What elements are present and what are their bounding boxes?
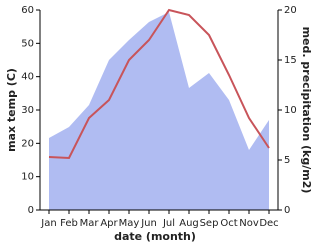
x-tick-label: Aug xyxy=(179,218,199,229)
x-tick-label: Dec xyxy=(259,218,278,229)
x-tick-label: Jun xyxy=(140,218,157,229)
y2-tick-label: 5 xyxy=(284,155,290,166)
y-tick-label: 30 xyxy=(21,105,34,116)
y-tick-label: 0 xyxy=(28,205,34,216)
temp-line xyxy=(48,8,270,160)
y2-tick-label: 10 xyxy=(284,105,297,116)
y-tick-label: 50 xyxy=(21,38,34,49)
x-tick-label: Jul xyxy=(162,218,175,229)
y-tick-label: 60 xyxy=(21,5,34,16)
precipitation-area xyxy=(49,12,269,210)
x-tick-label: Nov xyxy=(239,218,259,229)
y2-tick-label: 0 xyxy=(284,205,290,216)
x-tick-label: Feb xyxy=(60,218,78,229)
y-axis-label: max temp (C) xyxy=(5,68,18,152)
x-tick-label: May xyxy=(119,218,140,229)
x-tick-label: Sep xyxy=(200,218,219,229)
y2-tick-label: 15 xyxy=(284,55,297,66)
y-tick-label: 40 xyxy=(21,72,34,83)
x-tick-label: Mar xyxy=(80,218,100,229)
y2-tick-label: 20 xyxy=(284,5,297,16)
x-axis-label: date (month) xyxy=(114,230,196,243)
x-tick-label: Jan xyxy=(40,218,56,229)
x-tick-label: Apr xyxy=(100,218,118,229)
y-tick-label: 20 xyxy=(21,138,34,149)
y2-axis-label: med. precipitation (kg/m2) xyxy=(300,27,313,194)
y-tick-label: 10 xyxy=(21,172,34,183)
x-tick-label: Oct xyxy=(220,218,237,229)
